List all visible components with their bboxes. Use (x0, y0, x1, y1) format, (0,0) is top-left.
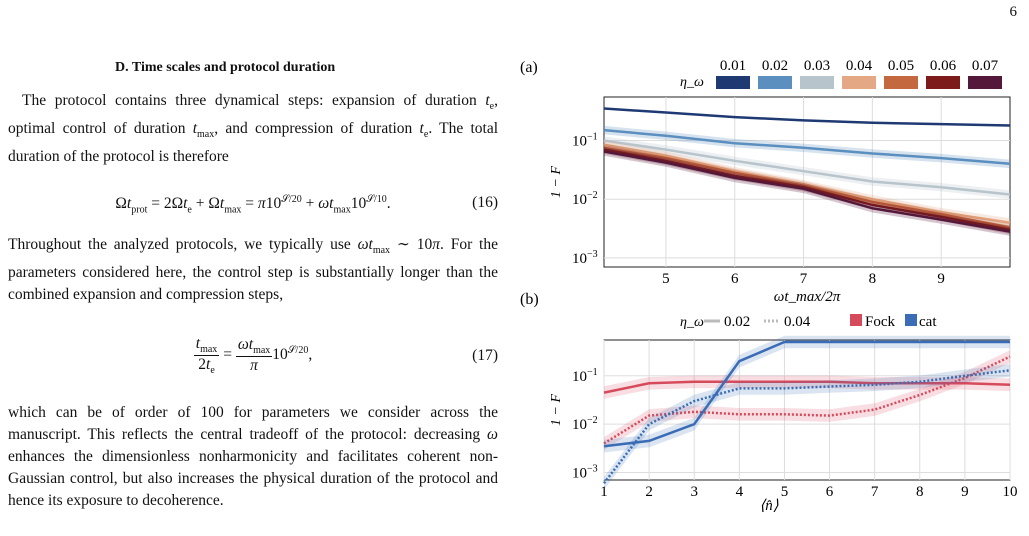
legend-label: 0.03 (804, 58, 830, 74)
page-number: 6 (1009, 4, 1018, 20)
series-line (603, 143, 1011, 224)
x-tick-label: 9 (961, 484, 969, 500)
legend-swatch (884, 76, 918, 89)
series-band (604, 364, 1010, 490)
legend-swatch (926, 76, 960, 89)
x-tick-label: 4 (736, 484, 744, 500)
paragraph-1: The protocol contains three dynamical st… (8, 92, 499, 166)
series-line (603, 340, 1010, 448)
series-line (603, 150, 1011, 233)
x-tick-label: 9 (937, 271, 945, 287)
legend-label: 0.05 (888, 58, 914, 74)
legend-label: 0.01 (720, 58, 746, 74)
x-tick-label: 6 (731, 271, 739, 287)
legend-label: 0.06 (930, 58, 957, 74)
x-tick-label: 7 (800, 271, 808, 287)
series-line (603, 148, 1011, 232)
section-heading: D. Time scales and protocol duration (115, 60, 336, 75)
series-line (603, 146, 1011, 229)
y-tick-label: 10−1 (572, 367, 598, 385)
x-tick-label: 5 (781, 484, 789, 500)
x-tick-label: 6 (826, 484, 834, 500)
equation-17-number: (17) (472, 347, 498, 364)
y-tick-label: 10−2 (572, 190, 598, 208)
x-axis-label: ⟨n̂⟩ (759, 498, 778, 514)
legend-swatch (968, 76, 1002, 89)
x-tick-label: 8 (916, 484, 924, 500)
legend-swatch (800, 76, 834, 89)
legend-title-eta: η_ω (680, 75, 704, 90)
figure: (a) η_ω 0.01 0.02 0.03 0.04 0.05 0.06 0.07 5 6 7 8 9 1… (520, 58, 1018, 514)
y-tick-label: 10−2 (572, 415, 598, 433)
x-tick-label: 3 (690, 484, 698, 500)
legend-label: 0.02 (762, 58, 788, 74)
x-tick-label: 10 (1003, 484, 1018, 500)
legend-swatch-fock (850, 314, 862, 326)
legend-label: 0.02 (724, 314, 750, 330)
y-axis-label: 1 − F (549, 394, 564, 426)
x-tick-label: 2 (645, 484, 653, 500)
panel-label-a: (a) (520, 59, 538, 76)
legend-swatch-cat (905, 314, 917, 326)
panel-b: (b) η_ω 0.02 0.04 Fock cat 1 2 3 4 5 6 7 8 9 10 10−1 10−2… (520, 291, 1018, 514)
legend-title-eta: η_ω (680, 315, 704, 330)
y-axis-label: 1 − F (549, 166, 564, 198)
x-tick-label: 7 (871, 484, 879, 500)
series-band (604, 136, 1010, 199)
y-tick-label: 10−3 (572, 249, 598, 267)
y-tick-label: 10−1 (572, 131, 598, 149)
panel-a: (a) η_ω 0.01 0.02 0.03 0.04 0.05 0.06 0.07 5 6 7 8 9 1… (520, 58, 1011, 305)
paragraph-2: Throughout the analyzed protocols, we ty… (8, 236, 498, 304)
series-line (603, 107, 1011, 127)
series-line (603, 128, 1011, 166)
legend-label: 0.07 (972, 58, 999, 74)
x-tick-label: 1 (600, 484, 608, 500)
x-tick-label: 8 (869, 271, 877, 287)
series-line (603, 139, 1011, 196)
series-line (603, 380, 1011, 394)
legend-swatch (758, 76, 792, 89)
legend-swatch (716, 76, 750, 89)
equation-16-number: (16) (472, 194, 498, 211)
legend-label: 0.04 (846, 58, 873, 74)
legend-label: 0.04 (784, 314, 811, 330)
legend-label-fock: Fock (865, 314, 896, 330)
equation-17: tmax 2te = ωtmax π 10𝒮/20, (17) (193, 335, 498, 377)
y-tick-label: 10−3 (572, 464, 598, 482)
paragraph-3: which can be of order of 100 for paramet… (8, 404, 498, 509)
x-axis-label: ωt_max/2π (774, 289, 841, 305)
panel-label-b: (b) (520, 291, 539, 308)
x-tick-label: 5 (662, 271, 670, 287)
legend-swatch (842, 76, 876, 89)
legend-label-cat: cat (919, 314, 937, 330)
